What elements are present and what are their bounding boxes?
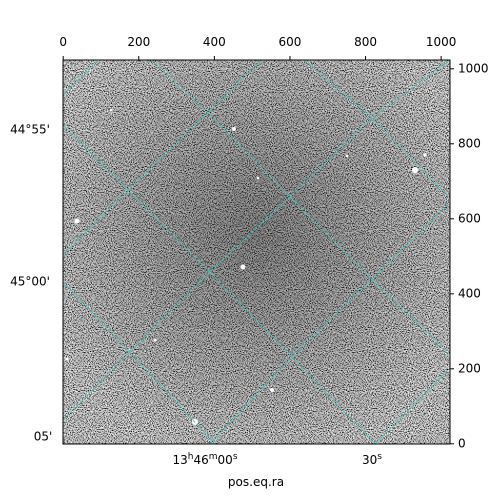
frame <box>62 59 451 445</box>
y-tick-label: 400 <box>458 286 481 300</box>
x-tick-label: 200 <box>127 35 150 49</box>
x-tick-label: 600 <box>278 35 301 49</box>
ra-part: 30 <box>362 453 377 467</box>
ra-label: 30s <box>362 452 382 467</box>
ra-unit: s <box>233 452 238 462</box>
x-axis-label: pos.eq.ra <box>228 475 284 489</box>
ra-unit: m <box>209 452 218 462</box>
image-shading <box>63 60 450 444</box>
x-tick-label: 800 <box>354 35 377 49</box>
y-tick-label: 200 <box>458 361 481 375</box>
coordinate-grid <box>63 60 450 444</box>
x-tick-label: 1000 <box>426 35 457 49</box>
x-tick-label: 0 <box>59 35 67 49</box>
ra-label: 13h46m00s <box>172 452 237 467</box>
y-tick-label: 800 <box>458 136 481 150</box>
y-tick-label: 1000 <box>458 61 489 75</box>
y-tick-label: 600 <box>458 211 481 225</box>
dec-label: 45°00' <box>10 275 50 289</box>
ra-part: 00 <box>218 453 233 467</box>
ra-unit: h <box>188 452 194 462</box>
ra-unit: s <box>377 452 382 462</box>
dec-label: 05' <box>34 430 53 444</box>
dec-label: 44°55' <box>10 123 50 137</box>
ra-part: 13 <box>172 453 187 467</box>
ra-part: 46 <box>193 453 208 467</box>
y-tick-label: 0 <box>458 436 466 450</box>
x-tick-label: 400 <box>203 35 226 49</box>
